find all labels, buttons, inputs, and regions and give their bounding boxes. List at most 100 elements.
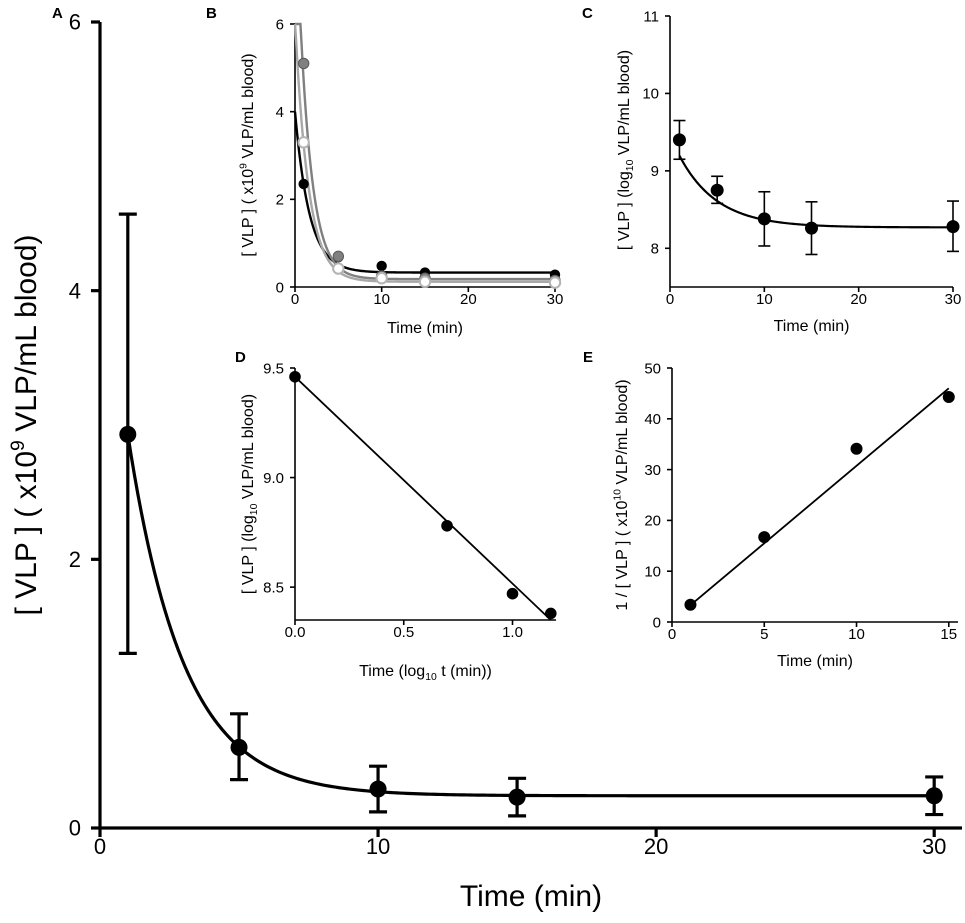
- x-tick-label: 15: [940, 626, 957, 643]
- data-point: [942, 390, 955, 403]
- y-tick-label: 0: [653, 614, 661, 631]
- y-axis-label-subscript: 10: [625, 159, 636, 171]
- y-tick-label: 10: [644, 563, 661, 580]
- data-point: [684, 598, 697, 611]
- x-tick-label: 30: [945, 291, 962, 308]
- y-tick-label: 0: [276, 279, 284, 296]
- data-point: [230, 738, 248, 756]
- panel-letter-c: C: [582, 5, 593, 22]
- data-point: [297, 136, 310, 149]
- y-tick-label: 8.5: [263, 579, 284, 596]
- x-tick-label: 1.0: [502, 624, 523, 641]
- y-axis-label-text: [ VLP ] (log: [240, 515, 257, 594]
- x-tick-label: 10: [848, 626, 865, 643]
- data-point: [850, 442, 863, 455]
- y-tick-label: 0: [69, 816, 81, 841]
- y-axis-label-text: VLP/mL blood): [614, 379, 631, 489]
- y-axis-label: 1 / [ VLP ] ( x1010 VLP/mL blood): [613, 379, 631, 610]
- y-tick-label: 9.0: [263, 470, 284, 487]
- x-tick-label: 0: [291, 291, 299, 308]
- y-tick-label: 6: [69, 10, 81, 35]
- x-axis-label-text: Time (log: [359, 663, 425, 680]
- y-tick-label: 6: [276, 16, 284, 33]
- data-point: [441, 519, 453, 532]
- y-tick-label: 20: [644, 513, 661, 530]
- data-point: [298, 178, 309, 190]
- x-tick-label: 0: [94, 834, 106, 859]
- y-axis-label: [ VLP ] (log10 VLP/mL blood): [240, 394, 260, 594]
- y-axis-label: [ VLP ] ( x109 VLP/mL blood): [7, 234, 43, 615]
- y-tick-label: 2: [69, 547, 81, 572]
- y-axis-label-text: [ VLP ] ( x10: [240, 169, 257, 257]
- x-tick-label: 10: [756, 291, 773, 308]
- y-tick-label: 9: [651, 163, 659, 180]
- data-point: [369, 780, 387, 798]
- fit-curve: [293, 111, 555, 274]
- data-point: [289, 370, 301, 383]
- y-tick-label: 4: [69, 278, 81, 303]
- fit-line: [294, 376, 552, 621]
- x-tick-label: 0: [668, 626, 676, 643]
- fit-curve: [295, 22, 555, 281]
- fit-line: [689, 387, 950, 606]
- x-axis-label-subscript: 10: [425, 672, 437, 683]
- data-point: [418, 275, 432, 288]
- x-tick-label: 10: [373, 291, 390, 308]
- panel-e-chart: 0 5 10 15 0 10 20 30 40 50 Time (min) 1 / [ VLP ] (…: [613, 360, 958, 670]
- x-tick-label: 0: [666, 291, 674, 308]
- y-axis-label-text: VLP/mL blood): [240, 394, 257, 504]
- y-tick-label: 10: [642, 86, 659, 103]
- x-tick-label: 20: [644, 834, 668, 859]
- x-axis-label: Time (min): [387, 320, 463, 337]
- y-tick-label: 8: [651, 241, 659, 258]
- y-axis-label-text: VLP/mL blood): [240, 53, 257, 163]
- data-point: [805, 221, 818, 235]
- data-point: [376, 260, 387, 272]
- y-axis-label-text: [ VLP ] (log: [616, 171, 633, 250]
- panel-letter-e: E: [583, 349, 593, 366]
- data-point: [506, 587, 519, 600]
- y-tick-label: 11: [643, 8, 659, 25]
- x-tick-label: 0.5: [393, 624, 414, 641]
- x-axis-label: Time (min): [460, 880, 602, 913]
- panel-letter-a: A: [52, 5, 63, 22]
- y-axis-label-text: VLP/mL blood): [10, 234, 43, 440]
- x-axis-label: Time (log10 t (min)): [359, 663, 492, 683]
- x-axis-label: Time (min): [777, 653, 853, 670]
- data-point: [710, 183, 724, 197]
- fit-curve: [293, 23, 555, 283]
- x-axis-label-text: t (min)): [437, 663, 492, 680]
- y-axis-label-superscript: 9: [239, 163, 250, 169]
- data-point: [946, 220, 960, 234]
- data-point: [375, 272, 388, 285]
- data-point: [508, 788, 526, 806]
- x-tick-label: 20: [460, 291, 477, 308]
- panel-b-chart: 0 10 20 30 0 2 4 6 Time (min) [ VLP ] ( x109 VLP/…: [239, 16, 564, 337]
- y-axis-label-subscript: 10: [249, 503, 260, 515]
- y-axis-label-superscript: 10: [613, 489, 624, 501]
- data-point: [548, 276, 562, 289]
- x-tick-label: 30: [547, 291, 564, 308]
- y-axis-label-text: VLP/mL blood): [616, 50, 633, 160]
- y-tick-label: 30: [644, 462, 661, 479]
- x-tick-label: 5: [760, 626, 768, 643]
- y-axis-label: [ VLP ] ( x109 VLP/mL blood): [239, 53, 257, 256]
- data-point: [332, 250, 345, 263]
- panel-letter-d: D: [235, 349, 246, 366]
- data-point: [332, 262, 345, 275]
- data-point: [297, 57, 310, 70]
- y-tick-label: 2: [276, 192, 284, 209]
- y-axis-label-text: [ VLP ] ( x10: [10, 451, 43, 616]
- data-point: [672, 133, 686, 147]
- y-axis-label-superscript: 9: [7, 440, 29, 451]
- fit-curve: [126, 434, 935, 798]
- data-point: [758, 531, 771, 544]
- panel-letter-b: B: [206, 5, 217, 22]
- x-tick-label: 20: [850, 291, 867, 308]
- y-axis-label-text: 1 / [ VLP ] ( x10: [614, 501, 631, 611]
- x-tick-label: 10: [366, 834, 390, 859]
